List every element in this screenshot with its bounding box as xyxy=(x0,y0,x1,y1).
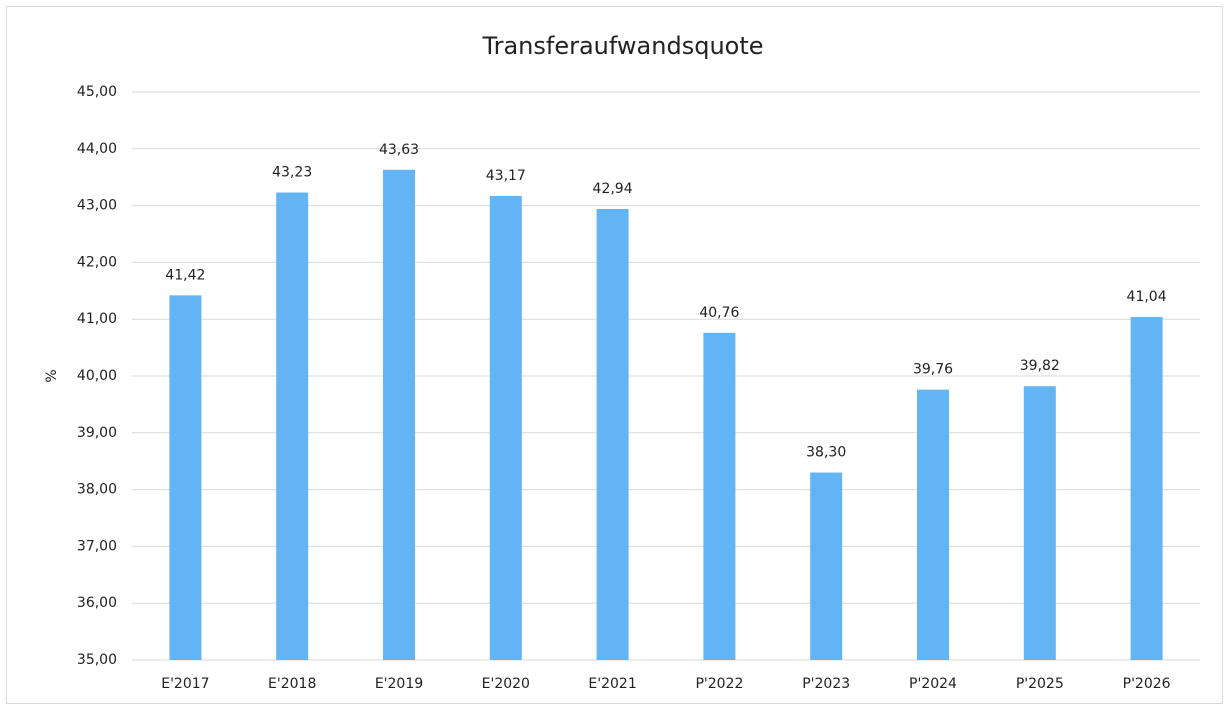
data-label: 43,17 xyxy=(486,168,526,184)
y-axis-label: % xyxy=(44,369,60,382)
x-tick-label: P'2023 xyxy=(802,676,850,692)
data-label: 42,94 xyxy=(593,181,633,197)
data-label: 41,42 xyxy=(165,267,205,283)
chart-title: Transferaufwandsquote xyxy=(481,32,763,60)
x-tick-label: P'2024 xyxy=(909,676,957,692)
x-tick-label: E'2017 xyxy=(161,676,209,692)
bar xyxy=(169,295,202,660)
bar xyxy=(1023,386,1056,660)
y-tick-label: 36,00 xyxy=(77,595,117,611)
bar xyxy=(810,472,843,660)
bar xyxy=(276,192,309,660)
bar xyxy=(596,209,629,660)
x-tick-label: P'2025 xyxy=(1016,676,1064,692)
y-tick-label: 44,00 xyxy=(77,141,117,157)
x-tick-label: E'2018 xyxy=(268,676,316,692)
x-tick-label: P'2026 xyxy=(1123,676,1171,692)
y-tick-label: 39,00 xyxy=(77,425,117,441)
y-tick-label: 35,00 xyxy=(77,652,117,668)
data-label: 39,82 xyxy=(1020,358,1060,374)
y-tick-label: 38,00 xyxy=(77,482,117,498)
bar xyxy=(1130,316,1163,660)
bar xyxy=(703,332,736,660)
x-tick-label: E'2019 xyxy=(375,676,423,692)
bar xyxy=(383,169,415,661)
y-tick-label: 41,00 xyxy=(77,311,117,327)
y-tick-label: 43,00 xyxy=(77,198,117,214)
x-tick-label: P'2022 xyxy=(695,676,743,692)
bar xyxy=(489,195,522,660)
data-label: 43,23 xyxy=(272,165,312,181)
y-tick-label: 42,00 xyxy=(77,254,117,270)
y-tick-label: 45,00 xyxy=(77,84,117,100)
y-tick-label: 40,00 xyxy=(77,368,117,384)
bar xyxy=(917,389,949,660)
data-label: 41,04 xyxy=(1127,289,1167,305)
x-tick-label: E'2021 xyxy=(588,676,636,692)
data-label: 43,63 xyxy=(379,142,419,158)
data-label: 39,76 xyxy=(913,362,953,378)
data-label: 40,76 xyxy=(699,305,739,321)
data-label: 38,30 xyxy=(806,445,846,461)
y-tick-label: 37,00 xyxy=(77,538,117,554)
x-tick-label: E'2020 xyxy=(482,676,530,692)
